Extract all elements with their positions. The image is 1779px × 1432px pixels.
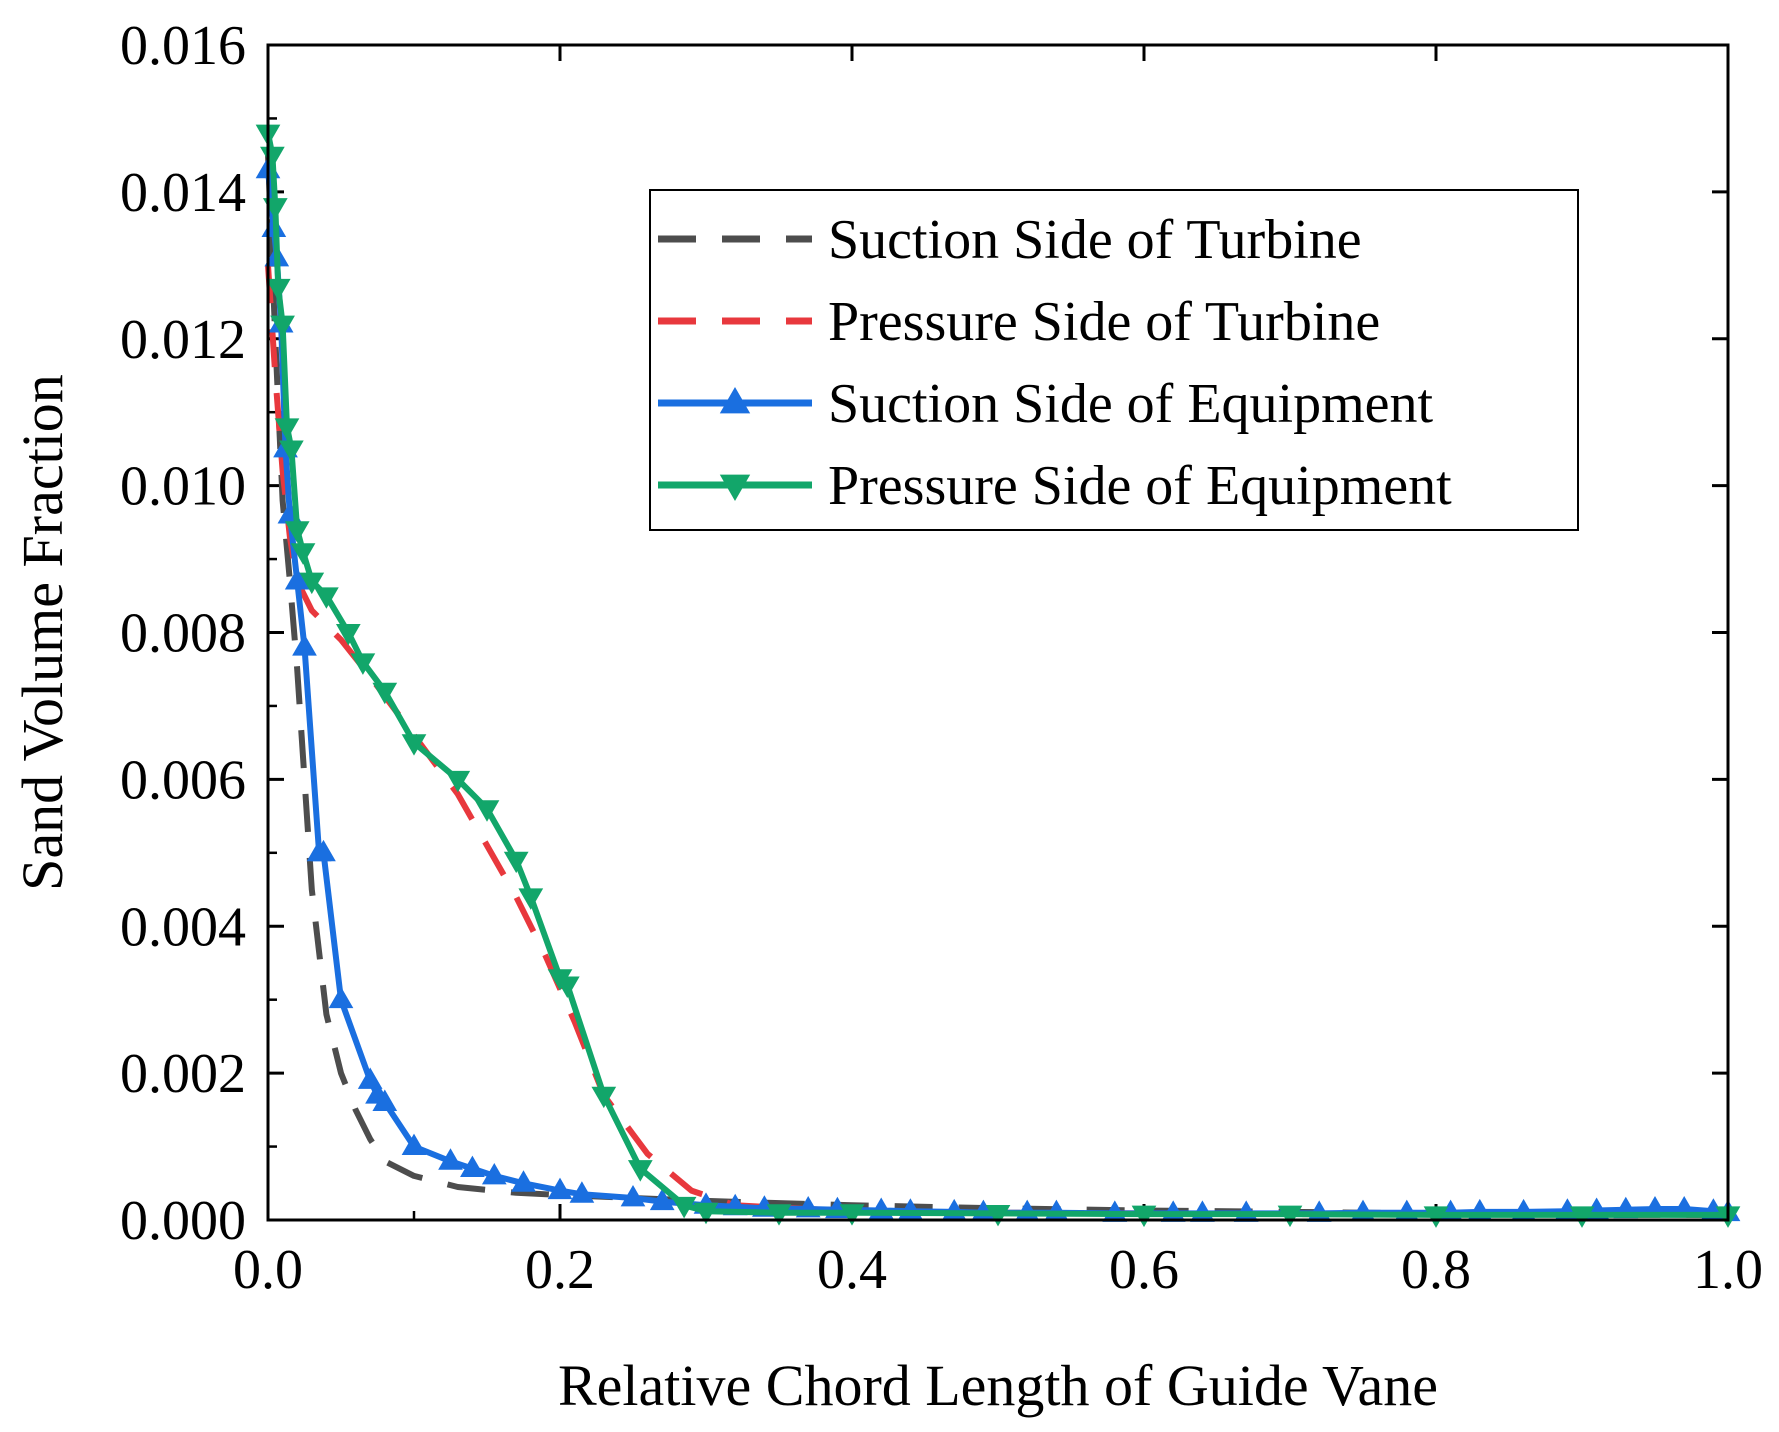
data-point-marker (401, 1133, 427, 1156)
y-tick-label: 0.008 (120, 603, 246, 665)
y-tick-label: 0.012 (120, 309, 246, 371)
data-point-marker (649, 1188, 675, 1211)
legend-label: Suction Side of Turbine (828, 209, 1362, 271)
x-tick-label: 0.4 (817, 1239, 887, 1301)
data-point-marker (627, 1160, 653, 1182)
data-point-marker (671, 1196, 697, 1219)
data-point-marker (314, 587, 339, 609)
data-point-marker (1277, 1205, 1303, 1228)
data-point-marker (265, 278, 291, 301)
data-point-marker (328, 986, 354, 1009)
data-point-marker (474, 800, 500, 822)
legend-label: Pressure Side of Equipment (828, 455, 1452, 517)
data-point-marker (284, 568, 310, 590)
y-tick-label: 0.016 (120, 15, 246, 77)
data-point-marker (693, 1202, 719, 1225)
data-point-marker (554, 976, 580, 998)
legend: Suction Side of Turbine Pressure Side of … (649, 189, 1579, 531)
data-point-marker (274, 418, 300, 440)
data-point-marker (547, 1177, 573, 1200)
data-point-marker (481, 1162, 507, 1185)
legend-marker (719, 387, 751, 414)
data-point-marker (569, 1181, 595, 1203)
data-point-marker (591, 1086, 617, 1109)
y-tick-label: 0.000 (120, 1190, 246, 1252)
legend-item: Pressure Side of Turbine (658, 291, 1380, 353)
y-tick-label: 0.004 (120, 896, 246, 958)
data-point-marker (438, 1148, 463, 1170)
data-point-marker (292, 634, 317, 656)
data-point-marker (511, 1170, 536, 1192)
x-axis-title: Relative Chord Length of Guide Vane (558, 1353, 1438, 1418)
data-point-marker (372, 682, 398, 705)
legend-item: Suction Side of Turbine (658, 209, 1362, 271)
y-axis-title: Sand Volume Fraction (10, 374, 75, 891)
data-point-marker (766, 1204, 792, 1226)
data-point-marker (1423, 1206, 1449, 1228)
data-point-marker (401, 734, 427, 756)
data-point-marker (284, 521, 310, 543)
legend-item: Pressure Side of Equipment (658, 455, 1452, 517)
data-point-marker (357, 1067, 383, 1089)
data-point-marker (445, 770, 471, 793)
data-point-marker (460, 1155, 485, 1178)
y-tick-label: 0.006 (120, 749, 246, 811)
data-point-marker (839, 1204, 865, 1226)
data-point-marker (335, 624, 361, 646)
x-tick-label: 0.8 (1401, 1239, 1471, 1301)
x-tick-label: 0.2 (525, 1239, 595, 1301)
data-point-marker (503, 851, 529, 874)
data-point-marker (279, 440, 304, 462)
tick-labels: 0.0 0.2 0.4 0.6 0.8 1.0 0.000 0.002 0.004 0.006 0.… (120, 15, 1763, 1301)
series-0 (265, 155, 1729, 1218)
data-point-marker (299, 572, 325, 595)
y-tick-label: 0.002 (120, 1043, 246, 1105)
legend-label: Suction Side of Equipment (828, 373, 1434, 435)
data-point-marker (1131, 1205, 1157, 1228)
data-point-marker (985, 1204, 1011, 1227)
series-group (255, 124, 1741, 1228)
data-point-marker (518, 888, 544, 910)
y-tick-label: 0.010 (120, 456, 246, 518)
data-point-marker (260, 146, 285, 169)
data-point-marker (270, 315, 295, 338)
series-line (265, 155, 1729, 1218)
data-point-marker (372, 1089, 398, 1111)
plot-frame (266, 43, 1730, 1222)
x-tick-label: 1.0 (1693, 1239, 1763, 1301)
data-point-marker (620, 1184, 646, 1207)
legend-box (649, 189, 1579, 531)
y-tick-label: 0.014 (120, 162, 246, 224)
x-tick-label: 0.6 (1109, 1239, 1179, 1301)
legend-marker (719, 474, 751, 501)
x-tick-label: 0.0 (233, 1239, 303, 1301)
data-point-marker (1569, 1206, 1595, 1228)
data-point-marker (311, 839, 336, 862)
legend-item: Suction Side of Equipment (658, 373, 1434, 435)
legend-label: Pressure Side of Turbine (828, 291, 1380, 353)
data-point-marker (290, 543, 316, 565)
data-point-marker (350, 653, 376, 675)
